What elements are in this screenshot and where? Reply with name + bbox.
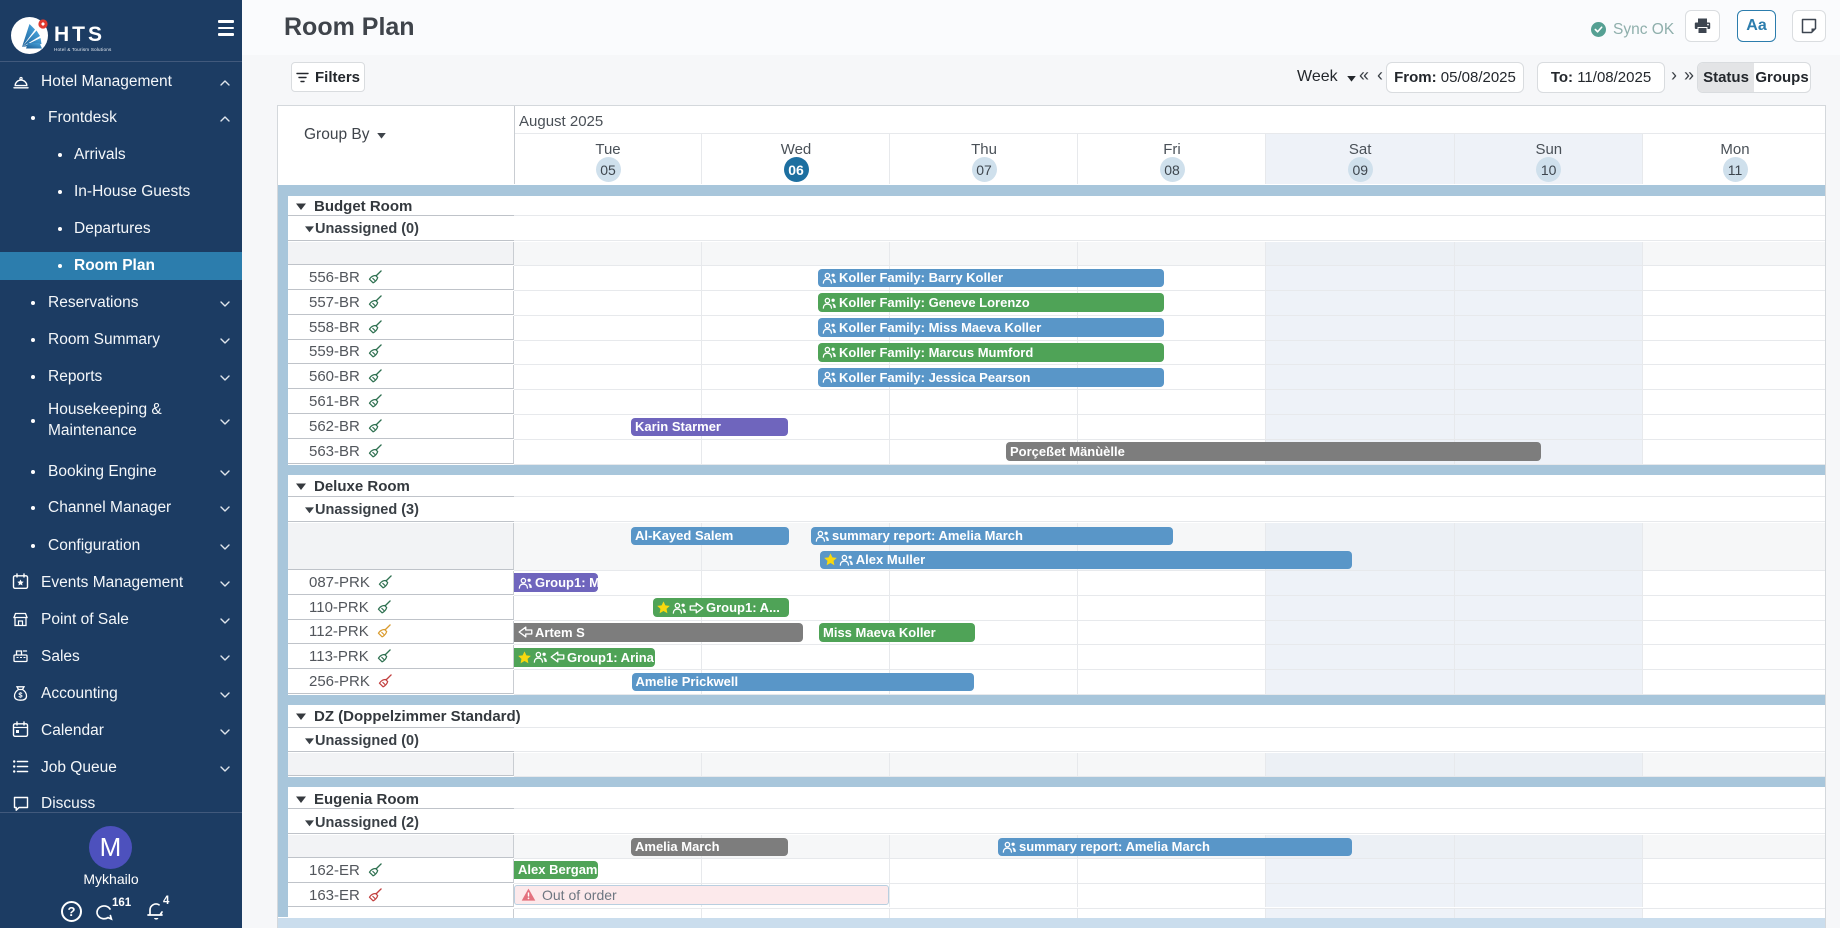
svg-text:$: $	[18, 690, 23, 699]
